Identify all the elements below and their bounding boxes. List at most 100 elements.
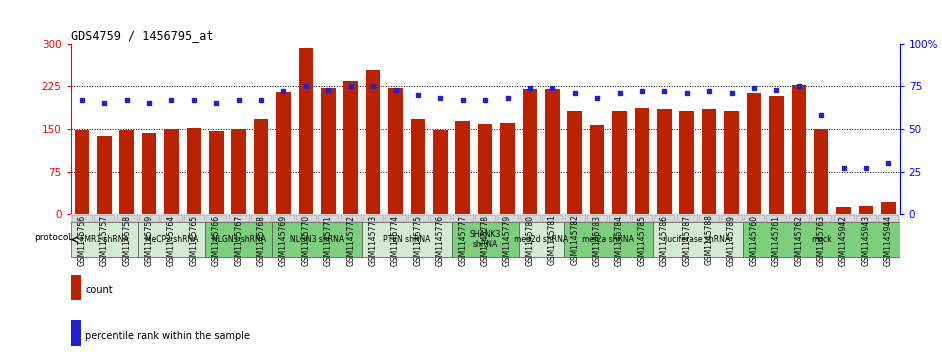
Text: GSM1145766: GSM1145766 xyxy=(212,215,220,266)
Text: mef2a shRNA: mef2a shRNA xyxy=(582,235,634,244)
FancyBboxPatch shape xyxy=(273,215,294,221)
FancyBboxPatch shape xyxy=(251,215,271,221)
Text: GSM1145783: GSM1145783 xyxy=(593,215,602,265)
Bar xyxy=(702,109,717,214)
FancyBboxPatch shape xyxy=(856,215,876,221)
Bar xyxy=(500,123,515,214)
FancyBboxPatch shape xyxy=(453,215,473,221)
Bar xyxy=(635,108,649,214)
FancyBboxPatch shape xyxy=(229,215,249,221)
Bar xyxy=(209,131,223,214)
FancyBboxPatch shape xyxy=(385,215,406,221)
FancyBboxPatch shape xyxy=(520,215,540,221)
Text: GSM1145776: GSM1145776 xyxy=(436,215,445,266)
Text: GSM1145789: GSM1145789 xyxy=(727,215,736,265)
Bar xyxy=(205,222,272,257)
Text: GSM1145944: GSM1145944 xyxy=(884,215,893,266)
FancyBboxPatch shape xyxy=(117,215,137,221)
Bar xyxy=(612,111,626,214)
Text: GSM1145770: GSM1145770 xyxy=(301,215,311,266)
Bar xyxy=(433,130,447,214)
Bar xyxy=(71,222,138,257)
FancyBboxPatch shape xyxy=(497,215,517,221)
Text: MeCP2 shRNA: MeCP2 shRNA xyxy=(145,235,198,244)
Text: GSM1145942: GSM1145942 xyxy=(839,215,848,265)
Bar xyxy=(881,202,896,214)
FancyBboxPatch shape xyxy=(408,215,428,221)
FancyBboxPatch shape xyxy=(632,215,652,221)
Bar xyxy=(71,221,900,258)
Text: GSM1145756: GSM1145756 xyxy=(77,215,87,266)
Text: SHANK3
shRNA: SHANK3 shRNA xyxy=(469,230,501,249)
Text: GSM1145765: GSM1145765 xyxy=(189,215,199,266)
Bar xyxy=(71,320,81,346)
Text: GSM1145787: GSM1145787 xyxy=(682,215,691,265)
Text: NLGN3 shRNA: NLGN3 shRNA xyxy=(290,235,344,244)
FancyBboxPatch shape xyxy=(206,215,226,221)
Text: GSM1145785: GSM1145785 xyxy=(638,215,646,265)
Text: GSM1145762: GSM1145762 xyxy=(794,215,804,265)
Bar xyxy=(71,274,81,300)
FancyBboxPatch shape xyxy=(184,215,204,221)
Text: GSM1145943: GSM1145943 xyxy=(862,215,870,266)
Text: GSM1145768: GSM1145768 xyxy=(256,215,266,265)
Bar xyxy=(97,136,111,214)
FancyBboxPatch shape xyxy=(655,215,674,221)
Text: GSM1145771: GSM1145771 xyxy=(324,215,333,265)
FancyBboxPatch shape xyxy=(318,215,338,221)
Text: GSM1145784: GSM1145784 xyxy=(615,215,624,265)
Bar xyxy=(232,130,246,214)
Text: GSM1145775: GSM1145775 xyxy=(414,215,422,266)
FancyBboxPatch shape xyxy=(475,215,495,221)
Text: med2d shRNA: med2d shRNA xyxy=(514,235,568,244)
Text: GSM1145763: GSM1145763 xyxy=(817,215,826,266)
FancyBboxPatch shape xyxy=(699,215,720,221)
Text: GSM1145758: GSM1145758 xyxy=(122,215,131,265)
Bar xyxy=(299,48,313,214)
FancyBboxPatch shape xyxy=(744,215,764,221)
Bar xyxy=(455,122,470,214)
Bar xyxy=(74,130,89,214)
FancyBboxPatch shape xyxy=(722,215,741,221)
Bar xyxy=(836,207,851,214)
Text: GSM1145777: GSM1145777 xyxy=(458,215,467,266)
Bar xyxy=(321,88,335,214)
Text: GSM1145780: GSM1145780 xyxy=(526,215,534,265)
Text: GSM1145774: GSM1145774 xyxy=(391,215,400,266)
FancyBboxPatch shape xyxy=(878,215,899,221)
Text: GSM1145769: GSM1145769 xyxy=(279,215,288,266)
Text: GSM1145788: GSM1145788 xyxy=(705,215,714,265)
Bar xyxy=(138,222,205,257)
Text: mock: mock xyxy=(811,235,832,244)
Text: PTEN shRNA: PTEN shRNA xyxy=(383,235,430,244)
Bar xyxy=(743,222,900,257)
FancyBboxPatch shape xyxy=(564,215,585,221)
FancyBboxPatch shape xyxy=(587,215,608,221)
Bar xyxy=(747,93,761,214)
Bar xyxy=(388,88,403,214)
Text: NLGN1 shRNA: NLGN1 shRNA xyxy=(212,235,266,244)
Text: GSM1145761: GSM1145761 xyxy=(771,215,781,265)
Bar xyxy=(658,109,672,214)
Bar xyxy=(164,129,179,214)
FancyBboxPatch shape xyxy=(363,215,383,221)
Text: GSM1145782: GSM1145782 xyxy=(570,215,579,265)
FancyBboxPatch shape xyxy=(811,215,831,221)
Bar xyxy=(590,126,605,214)
Bar xyxy=(411,119,425,214)
Bar xyxy=(365,70,381,214)
Bar xyxy=(679,111,694,214)
Bar xyxy=(253,119,268,214)
Bar xyxy=(567,111,582,214)
Text: GSM1145759: GSM1145759 xyxy=(144,215,154,266)
Bar xyxy=(142,133,156,214)
FancyBboxPatch shape xyxy=(766,215,787,221)
FancyBboxPatch shape xyxy=(609,215,629,221)
Bar xyxy=(187,128,202,214)
Text: GSM1145778: GSM1145778 xyxy=(480,215,490,265)
Bar xyxy=(653,222,743,257)
FancyBboxPatch shape xyxy=(296,215,316,221)
FancyBboxPatch shape xyxy=(430,215,450,221)
Text: luciferase shRNA: luciferase shRNA xyxy=(665,235,731,244)
Bar xyxy=(724,111,739,214)
